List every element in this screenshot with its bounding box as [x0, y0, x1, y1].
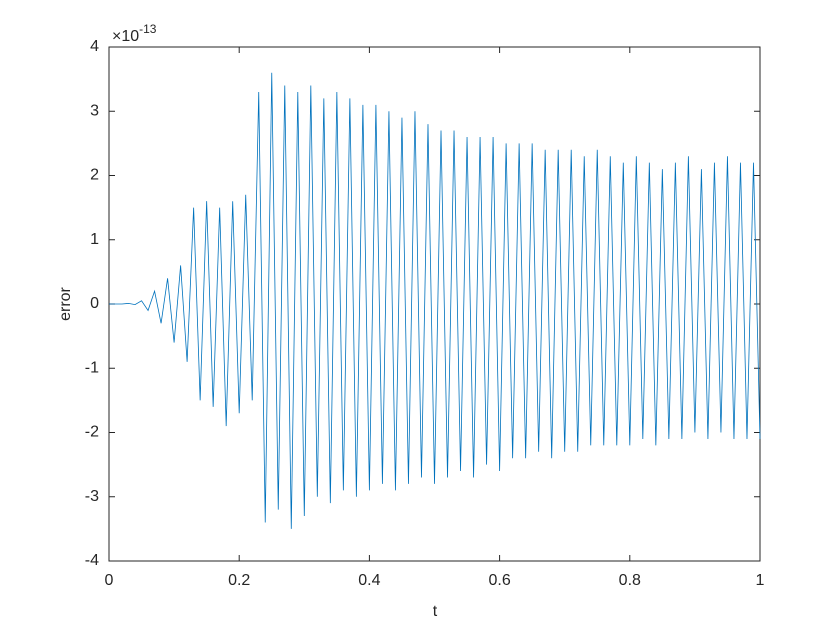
x-tick-label: 0.2 — [228, 572, 250, 589]
data-line — [109, 72, 761, 529]
y-tick-label: 2 — [90, 167, 99, 184]
y-axis-label: error — [57, 286, 74, 320]
x-tick-label: 0.6 — [488, 572, 510, 589]
y-tick-label: -3 — [85, 488, 99, 505]
x-tick-label: 0 — [105, 572, 114, 589]
y-tick-label: -1 — [85, 359, 99, 376]
x-tick-label: 0.8 — [619, 572, 641, 589]
y-tick-label: 3 — [90, 102, 99, 119]
y-tick-label: -2 — [85, 424, 99, 441]
y-tick-label: 4 — [90, 38, 99, 55]
x-axis-label: t — [433, 603, 438, 620]
y-tick-label: -4 — [85, 552, 99, 569]
y-multiplier-exponent: -13 — [139, 22, 157, 36]
y-multiplier: ×10-13 — [112, 22, 157, 45]
x-tick-label: 0.4 — [358, 572, 380, 589]
y-tick-label: 1 — [90, 231, 99, 248]
y-tick-label: 0 — [90, 295, 99, 312]
y-multiplier-base: ×10 — [112, 28, 139, 45]
x-tick-label: 1 — [756, 572, 765, 589]
